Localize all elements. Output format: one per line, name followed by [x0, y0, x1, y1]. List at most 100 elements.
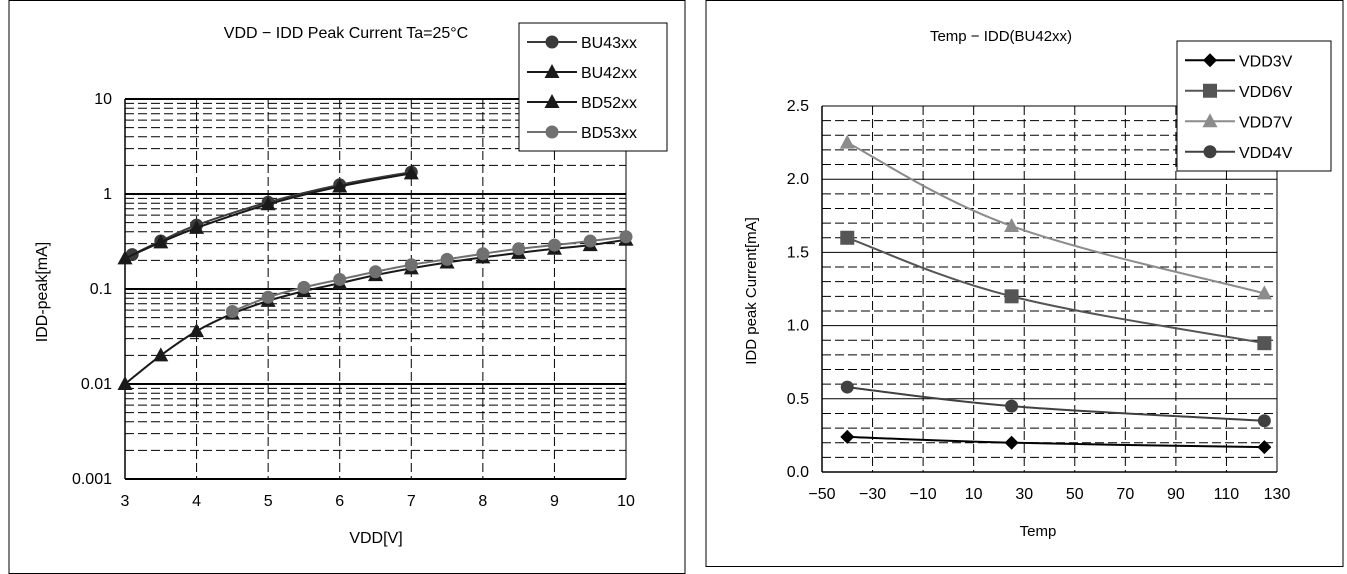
legend-item: BU43xx — [527, 35, 637, 52]
y-tick-label: 1 — [103, 186, 112, 203]
data-point — [1004, 218, 1020, 233]
y-tick-label: 1.5 — [787, 244, 809, 261]
y-axis-label: IDD-peak[mA] — [34, 242, 51, 342]
legend-label: BD52xx — [581, 95, 637, 112]
y-tick-label: 2.0 — [787, 171, 809, 188]
series-bd53xx — [225, 230, 633, 318]
x-tick-label: 8 — [478, 493, 487, 510]
legend-label: VDD4V — [1239, 145, 1293, 162]
legend: BU43xx BU42xx BD52xx BD53xx — [518, 22, 668, 152]
legend-marker — [1202, 113, 1218, 128]
chart-title: VDD − IDD Peak Current Ta=25°C — [224, 25, 468, 42]
chart-panel-temp-idd: −50 −30 −10 10 30 50 70 90 110 130 0.0 0.5 1.0 1.5 2.0… — [702, 0, 1347, 574]
legend-label: VDD3V — [1239, 53, 1293, 70]
legend-label: BD53xx — [581, 125, 637, 142]
series-line — [847, 386, 1265, 422]
legend-label: VDD7V — [1239, 114, 1293, 131]
chart-panel-vdd-idd: 3 4 5 6 7 8 9 10 0.001 0.01 0.1 1 10 VDD − IDD Peak … — [8, 0, 686, 574]
data-point — [117, 376, 133, 390]
x-tick-label: −10 — [910, 486, 937, 503]
series-vdd6v — [840, 230, 1272, 351]
data-point — [1257, 440, 1272, 455]
legend-item: VDD3V — [1185, 53, 1293, 70]
y-tick-label: 10 — [94, 91, 112, 108]
legend-marker — [544, 64, 560, 78]
data-point — [839, 134, 855, 149]
data-point — [1257, 414, 1271, 428]
data-point — [403, 165, 419, 180]
legend-marker — [545, 35, 559, 49]
x-axis-label: Temp — [1020, 523, 1057, 540]
legend-label: VDD6V — [1239, 84, 1293, 101]
legend-box — [518, 22, 668, 152]
legend-box — [1176, 40, 1332, 172]
data-point — [476, 247, 490, 261]
legend-marker — [1203, 145, 1217, 159]
data-point — [153, 347, 169, 362]
x-tick-label: 6 — [335, 493, 344, 510]
x-tick-label: 4 — [192, 493, 201, 510]
legend-item: BD53xx — [527, 125, 637, 142]
x-tick-label: 50 — [1066, 486, 1084, 503]
series-vdd7v — [839, 134, 1272, 300]
chart-temp-idd: −50 −30 −10 10 30 50 70 90 110 130 0.0 0.5 1.0 1.5 2.0… — [705, 0, 1344, 567]
data-point — [840, 230, 855, 245]
x-tick-label: 9 — [550, 493, 559, 510]
data-point — [1004, 289, 1019, 304]
y-tick-label: 2.5 — [787, 98, 809, 115]
data-point — [189, 219, 205, 234]
y-tick-label: 0.01 — [81, 376, 112, 393]
x-axis-label: VDD[V] — [349, 530, 402, 547]
y-tick-label: 1.0 — [787, 318, 809, 335]
data-point — [547, 238, 561, 252]
data-point — [225, 304, 239, 318]
series-vdd4v — [840, 380, 1271, 428]
legend-label: BU42xx — [581, 65, 637, 82]
x-tick-label: 90 — [1167, 486, 1185, 503]
data-point — [1256, 285, 1272, 300]
legend-marker — [1203, 83, 1217, 98]
series-vdd3v — [840, 429, 1272, 455]
data-point — [297, 280, 311, 294]
data-point — [440, 252, 454, 266]
legend-marker — [544, 94, 560, 108]
data-point — [1004, 435, 1019, 450]
x-tick-label: 10 — [617, 493, 635, 510]
series-line — [846, 141, 1265, 295]
y-axis-label: IDD peak Current[mA] — [743, 217, 760, 365]
legend-item: VDD7V — [1185, 113, 1293, 131]
legend-item: BU42xx — [527, 64, 637, 82]
chart-title: Temp − IDD(BU42xx) — [930, 28, 1072, 45]
x-tick-label: 3 — [121, 493, 130, 510]
chart-vdd-idd-peak: 3 4 5 6 7 8 9 10 0.001 0.01 0.1 1 10 VDD − IDD Peak … — [8, 0, 686, 574]
x-tick-label: 7 — [407, 493, 416, 510]
legend: VDD3V VDD6V VDD7V VDD4V — [1176, 40, 1332, 172]
x-tick-label: 30 — [1015, 486, 1033, 503]
data-point — [1005, 399, 1019, 413]
data-point — [840, 380, 854, 394]
y-tick-label: 0.5 — [787, 391, 809, 408]
data-point — [261, 290, 275, 304]
legend-item: BD52xx — [527, 94, 637, 112]
data-point — [1257, 336, 1272, 351]
data-point — [404, 258, 418, 272]
data-point — [619, 230, 633, 244]
legend-marker — [545, 125, 559, 139]
series-line — [847, 435, 1265, 449]
data-point — [332, 178, 348, 193]
legend-item: VDD6V — [1185, 83, 1293, 101]
legend-marker — [1203, 53, 1217, 68]
series-bu42xx — [117, 165, 419, 265]
data-point — [260, 196, 276, 211]
y-tick-label: 0.001 — [72, 471, 112, 488]
data-point — [189, 323, 205, 338]
y-tick-label: 0.0 — [787, 464, 809, 481]
y-tick-label: 0.1 — [90, 281, 112, 298]
legend-label: BU43xx — [581, 35, 637, 52]
x-tick-label: 5 — [264, 493, 273, 510]
data-point — [117, 250, 133, 265]
data-point — [512, 242, 526, 256]
data-point — [583, 234, 597, 248]
x-tick-label: 70 — [1116, 486, 1134, 503]
data-point — [840, 429, 855, 444]
